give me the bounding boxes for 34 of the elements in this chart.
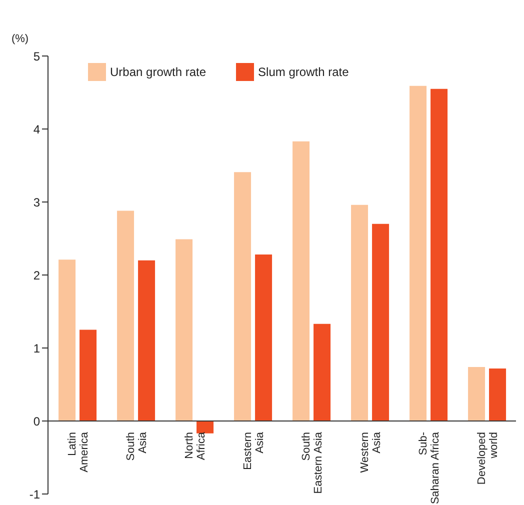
x-tick-label: Western Asia bbox=[358, 431, 383, 473]
y-tick-label: 4 bbox=[33, 122, 40, 136]
x-tick-label: Latin America bbox=[66, 431, 90, 472]
y-tick-label: 2 bbox=[33, 268, 40, 282]
y-tick-label: 3 bbox=[33, 195, 40, 210]
y-axis-title: (%) bbox=[11, 33, 29, 45]
x-tick-label: Eastern Asia bbox=[242, 431, 266, 470]
legend-label: Urban growth rate bbox=[110, 65, 206, 79]
bar bbox=[176, 239, 193, 421]
x-tick-label: North Africa bbox=[183, 431, 208, 460]
bar bbox=[314, 324, 331, 421]
bar bbox=[234, 172, 252, 421]
bar bbox=[410, 86, 427, 421]
x-tick-label: Sub- Saharan Africa bbox=[417, 431, 442, 504]
bar bbox=[292, 141, 310, 421]
bar bbox=[489, 368, 506, 421]
bar bbox=[117, 210, 134, 421]
x-tick-label: South Eastern Asia bbox=[300, 431, 324, 494]
bar bbox=[372, 224, 390, 421]
legend-label: Slum growth rate bbox=[258, 65, 349, 79]
bar bbox=[58, 260, 76, 421]
bar bbox=[430, 88, 448, 421]
y-tick-label: -1 bbox=[29, 487, 40, 502]
y-tick-label: 1 bbox=[33, 341, 40, 356]
y-tick-label: 5 bbox=[33, 49, 40, 64]
bar bbox=[138, 260, 156, 421]
x-tick-label: South Asia bbox=[124, 431, 149, 461]
bar bbox=[255, 254, 272, 421]
bar bbox=[80, 330, 97, 421]
y-tick-label: 0 bbox=[33, 414, 40, 428]
bar bbox=[351, 204, 368, 421]
bar bbox=[196, 421, 214, 434]
bar bbox=[468, 366, 486, 421]
x-tick-label: Developed world bbox=[476, 432, 500, 485]
